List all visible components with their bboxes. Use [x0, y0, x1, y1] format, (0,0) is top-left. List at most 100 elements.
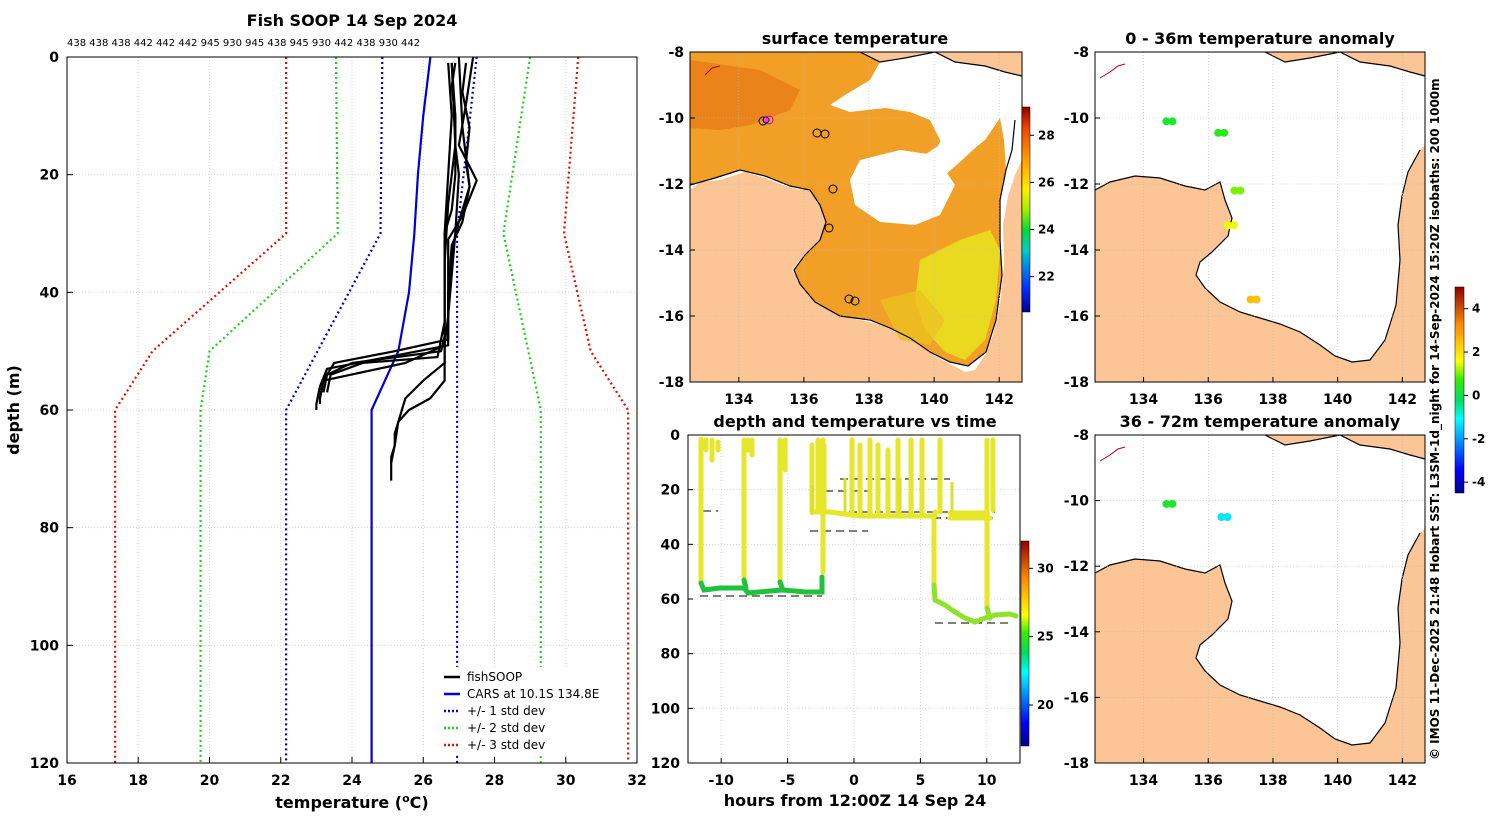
anom1-point [1162, 117, 1171, 126]
profile-xticks: 16 18 20 22 24 26 28 30 32 [57, 757, 647, 789]
dt-ytick-label: 40 [661, 537, 681, 553]
anom2-ytick-label: -16 [1064, 690, 1089, 706]
sst-xtick-label: 134 [724, 392, 753, 408]
anom1-xtick-label: 138 [1258, 392, 1287, 408]
anom1-xtick-label: 142 [1388, 392, 1417, 408]
dt-xtick-label: -5 [780, 773, 796, 789]
dt-xtick-label: -10 [709, 773, 735, 789]
anom2-yticks: -8 -10 -12 -14 -16 -18 [1064, 428, 1100, 772]
profile-yticks: 0 20 40 60 80 100 120 [30, 50, 73, 772]
sst-land-mainland [690, 160, 1022, 382]
std-line-3-low [113, 57, 288, 763]
sst-map-panel: surface temperature [659, 29, 1055, 408]
profile-fishsoop-lines [315, 56, 478, 481]
anom1-ytick-label: -18 [1064, 375, 1089, 391]
profile-xtick-label: 22 [271, 773, 290, 789]
profile-std-lines [113, 56, 630, 763]
sst-cloud-gap [850, 150, 955, 225]
dt-ytick-label: 100 [651, 701, 680, 717]
anom1-xticks: 134 136 138 140 142 [1129, 377, 1417, 408]
anom2-xtick-label: 142 [1388, 773, 1417, 789]
profile-xtick-label: 28 [485, 773, 504, 789]
profile-ytick-label: 120 [30, 756, 59, 772]
dt-xtick-label: 5 [916, 773, 926, 789]
sst-land-png [860, 52, 935, 62]
anom2-land [1095, 528, 1425, 763]
depth-time-lightgreen-traces [931, 582, 1019, 625]
anom1-land [1095, 145, 1425, 382]
dt-cb-label: 25 [1037, 630, 1054, 644]
sst-cloud-gap-ne [930, 100, 1000, 160]
depth-time-xlabel: hours from 12:00Z 14 Sep 24 [724, 791, 986, 810]
anomaly-0-36-panel: 0 - 36m temperature anomaly 134 136 138 140… [1064, 29, 1426, 408]
legend-label: CARS at 10.1S 134.8E [467, 687, 599, 701]
depth-time-panel: depth and temperature vs time [651, 412, 1054, 810]
anom1-xtick-label: 136 [1194, 392, 1223, 408]
profile-xtick-label: 18 [129, 773, 148, 789]
sst-colorbar [1021, 106, 1031, 313]
anom1-isobath [1099, 63, 1126, 79]
depth-time-reference-lines [700, 478, 1012, 624]
sst-cb-label: 22 [1038, 270, 1055, 284]
profile-xtick-label: 20 [200, 773, 220, 789]
depth-time-data [698, 436, 1019, 625]
anom1-point [1214, 128, 1223, 137]
anom-cb-label: 4 [1472, 302, 1480, 316]
sst-xtick-label: 140 [920, 392, 949, 408]
profile-xtick-label: 16 [57, 773, 76, 789]
sst-ytick-label: -14 [659, 243, 685, 259]
profile-ytick-label: 80 [40, 521, 60, 537]
anom1-points [1162, 117, 1261, 304]
profile-ytick-label: 100 [30, 638, 59, 654]
anom1-ytick-label: -14 [1064, 243, 1090, 259]
depth-time-colorbar [1020, 540, 1030, 747]
anom1-point [1246, 295, 1255, 304]
std-line-2-high [502, 56, 542, 763]
anom2-point [1217, 513, 1226, 521]
depth-time-yticks: 0 20 40 60 80 100 120 [651, 428, 693, 772]
sst-colorbar-ticks: 28 26 24 22 [1030, 128, 1055, 284]
depth-time-mid-traces [810, 478, 954, 515]
anom1-ytick-label: -8 [1073, 45, 1089, 61]
profile-grid [66, 56, 638, 764]
anomaly-36-72-panel: 36 - 72m temperature anomaly 134 136 138 14… [1064, 412, 1426, 789]
anom2-point [1223, 513, 1232, 521]
profile-panel: Fish SOOP 14 Sep 2024 438 438 438 442 44… [4, 11, 647, 812]
anom1-point [1220, 128, 1229, 137]
sst-map-body [690, 52, 1022, 382]
sst-ytick-label: -10 [659, 111, 685, 127]
profile-id-labels: 438 438 438 442 442 442 945 930 945 438 … [67, 38, 420, 49]
anom-cb-label: 2 [1472, 345, 1480, 359]
anom2-ytick-label: -8 [1073, 428, 1089, 444]
profile-ylabel: depth (m) [4, 365, 23, 455]
fishsoop-profile-7 [390, 62, 457, 464]
profile-legend: fishSOOP CARS at 10.1S 134.8E +/- 1 std de… [440, 667, 624, 755]
sst-yticks: -8 -10 -12 -14 -16 -18 [659, 45, 695, 391]
anom2-title: 36 - 72m temperature anomaly [1120, 412, 1401, 431]
dt-ytick-label: 120 [651, 756, 680, 772]
anom2-xtick-label: 134 [1129, 773, 1158, 789]
std-line-3-high [562, 56, 630, 763]
sst-ytick-label: -16 [659, 309, 684, 325]
fishsoop-profile-5 [318, 56, 471, 399]
sst-cb-label: 26 [1038, 175, 1055, 189]
sst-xtick-label: 138 [854, 392, 883, 408]
anom-cb-label: 0 [1472, 388, 1480, 402]
dt-cb-label: 20 [1037, 698, 1054, 712]
anomaly-colorbar [1454, 286, 1465, 494]
anom1-ytick-label: -10 [1064, 111, 1090, 127]
side-note: © IMOS 11-Dec-2025 21:48 Hobart SST: L3S… [1428, 78, 1443, 760]
profile-ytick-label: 20 [40, 168, 60, 184]
sst-ytick-label: -18 [659, 375, 684, 391]
anom2-ytick-label: -12 [1064, 559, 1089, 575]
anom1-xtick-label: 140 [1323, 392, 1352, 408]
anomaly-colorbar-ticks: 4 2 0 -2 -4 [1464, 302, 1485, 489]
dt-xtick-label: 0 [849, 773, 859, 789]
profile-ytick-label: 0 [49, 50, 59, 66]
sst-cb-label: 28 [1038, 128, 1055, 142]
legend-label: +/- 1 std dev [467, 704, 545, 718]
anom2-points [1162, 499, 1232, 521]
profile-ytick-label: 60 [40, 403, 60, 419]
anom2-xtick-label: 136 [1194, 773, 1223, 789]
